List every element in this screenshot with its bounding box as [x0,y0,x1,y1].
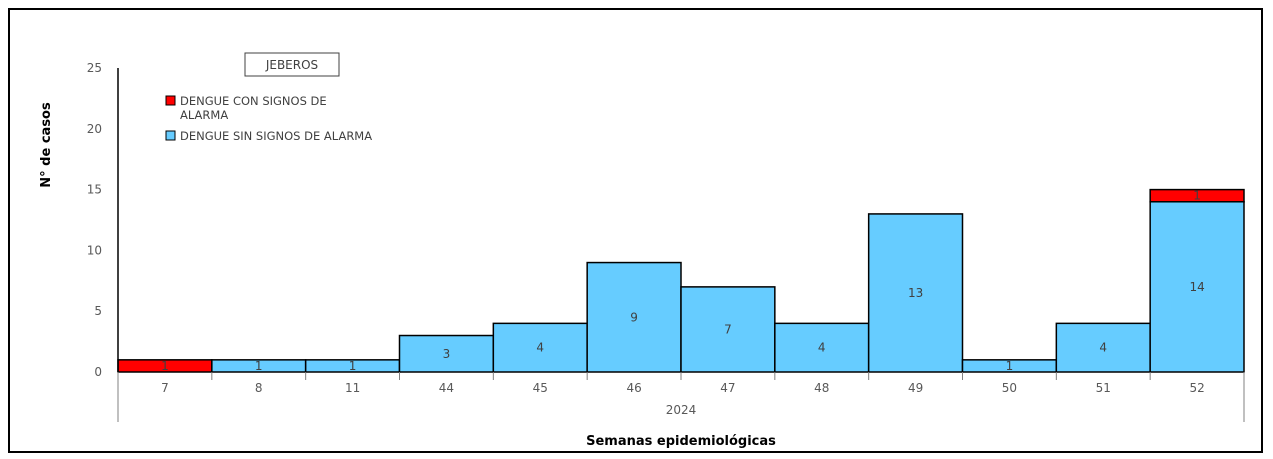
bar-segment [398,334,495,373]
x-tick-label: 46 [626,381,641,395]
x-tick-label: 47 [720,381,735,395]
legend-swatch-con [165,95,176,106]
bar-segment [1055,322,1151,373]
x-tick-label: 48 [814,381,829,395]
x-tick-label: 52 [1189,381,1204,395]
y-tick-label: 20 [87,122,102,136]
chart-title: JEBEROS [265,58,318,72]
x-axis-title: Semanas epidemiológicas [586,434,776,449]
bar-data-label: 1 [255,359,263,373]
y-tick-label: 25 [87,61,102,75]
y-axis-title: N° de casos [39,102,54,188]
bar-data-label: 7 [724,322,732,336]
legend-label-con: DENGUE CON SIGNOS DE [180,94,327,108]
x-tick-labels: 7 8 11 44 45 46 47 48 49 50 51 52 [161,381,1205,395]
x-tick-label: 7 [161,381,169,395]
x-tick-label: 45 [533,381,548,395]
bar-segment [1149,201,1245,373]
x-tick-label: 8 [255,381,263,395]
x-tick-label: 51 [1096,381,1111,395]
bar-data-label: 1 [349,359,357,373]
bar-data-label: 4 [536,341,544,355]
axes [117,68,1245,422]
y-tick-label: 5 [94,304,102,318]
bar-data-label: 4 [1099,341,1107,355]
bar-data-label: 9 [630,310,638,324]
bar-segment [1149,188,1245,203]
legend-label-con-line2: ALARMA [180,108,228,122]
chart-title-box: JEBEROS [244,52,340,77]
bar-segment [867,213,964,373]
y-tick-label: 0 [94,365,102,379]
x-tick-label: 44 [439,381,454,395]
chart-frame [8,8,1263,453]
bar-data-label: 1 [161,359,169,373]
legend-swatch-sin [165,130,176,141]
bar-data-label: 13 [908,286,923,300]
bar-segment [586,261,682,373]
x-tick-label: 49 [908,381,923,395]
x-tick-label: 50 [1002,381,1017,395]
bar-data-label: 14 [1189,280,1204,294]
bar-data-label: 3 [443,347,451,361]
bar-data-label: 1 [1193,189,1201,203]
y-tick-label: 15 [87,183,102,197]
legend-label-sin: DENGUE SIN SIGNOS DE ALARMA [180,129,372,143]
bar-data-label: 4 [818,341,826,355]
y-tick-label: 10 [87,243,102,257]
bar-data-label: 1 [1006,359,1014,373]
y-tick-labels: 0 5 10 15 20 25 [87,61,102,379]
legend: DENGUE CON SIGNOS DE ALARMA DENGUE SIN S… [165,94,372,143]
x-group-label: 2024 [666,403,697,417]
x-tick-label: 11 [345,381,360,395]
